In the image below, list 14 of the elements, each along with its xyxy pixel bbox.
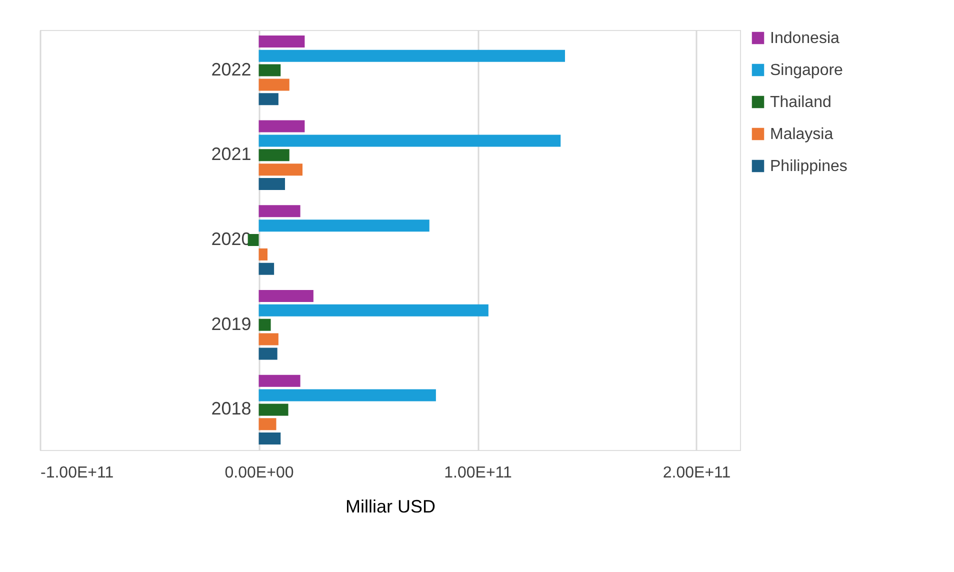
- y-tick-label: 2019: [211, 314, 252, 334]
- y-tick-label: 2022: [211, 59, 252, 80]
- legend-label: Thailand: [770, 94, 832, 111]
- y-tick-label: 2021: [211, 144, 252, 164]
- x-tick-label: 2.00E+11: [662, 464, 731, 482]
- y-tick-label: 2018: [211, 398, 252, 419]
- legend-label: Indonesia: [770, 30, 840, 47]
- legend-label: Singapore: [770, 62, 844, 79]
- x-axis-title: Milliar USD: [346, 496, 436, 516]
- x-tick-label: 1.00E+11: [444, 464, 512, 482]
- x-tick-label: -1.00E+11: [40, 464, 114, 482]
- x-tick-label: 0.00E+00: [224, 464, 294, 482]
- legend-label: Malaysia: [770, 126, 834, 143]
- legend-label: Philippines: [770, 158, 848, 175]
